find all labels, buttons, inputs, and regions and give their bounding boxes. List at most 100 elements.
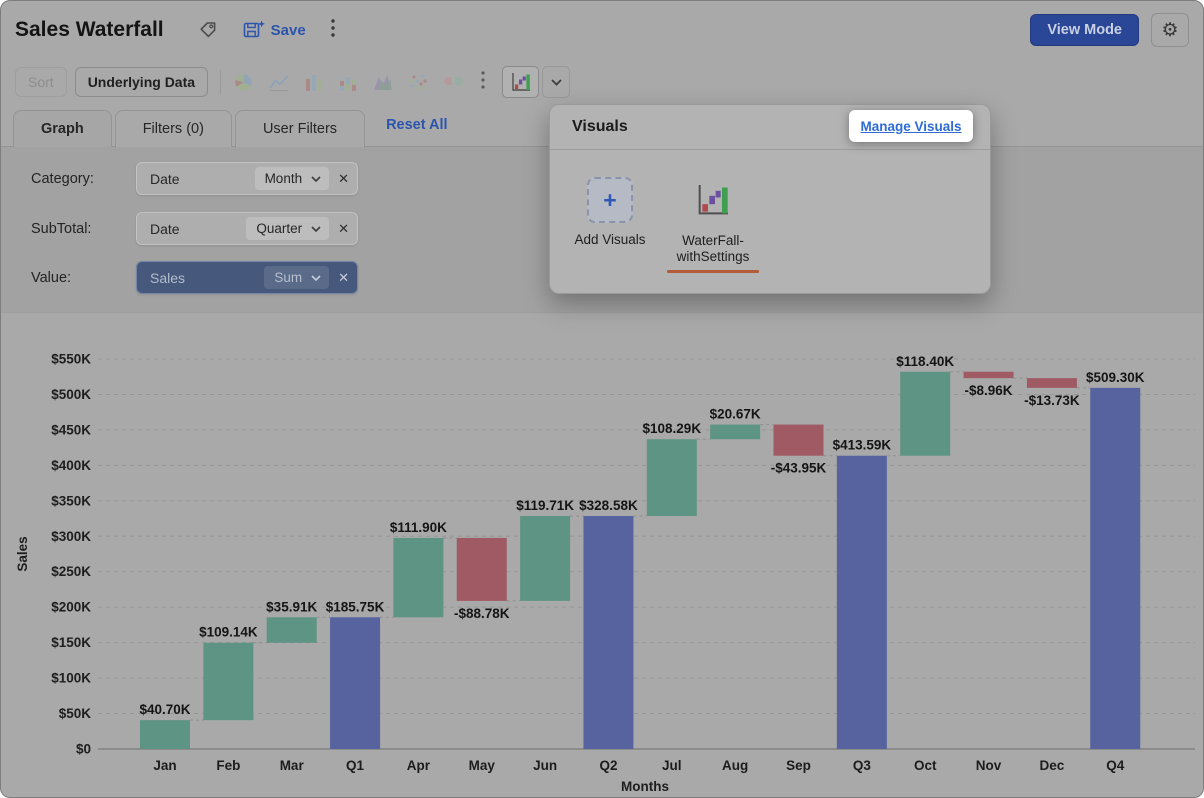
waterfall-chart-icon (511, 73, 530, 91)
x-tick-label-Nov: Nov (976, 758, 1002, 773)
bar-Oct[interactable] (900, 371, 951, 456)
data-label-Q3: $413.59K (833, 438, 892, 453)
bar-Feb[interactable] (203, 642, 254, 721)
scatter-chart-icon[interactable] (408, 72, 428, 92)
category-label: Category: (31, 170, 94, 187)
y-tick-label: $250K (51, 564, 91, 579)
manage-visuals-link[interactable]: Manage Visuals (860, 118, 962, 134)
tab-filters[interactable]: Filters (0) (114, 110, 232, 147)
value-pill[interactable]: Sales Sum ✕ (136, 261, 358, 294)
data-label-Oct: $118.40K (896, 354, 954, 369)
bar-Q1[interactable] (330, 617, 381, 749)
data-label-Mar: $35.91K (266, 599, 317, 614)
y-tick-label: $550K (51, 352, 91, 367)
x-axis-title: Months (621, 779, 669, 794)
bar-Mar[interactable] (266, 617, 317, 643)
chevron-down-icon (311, 274, 321, 281)
bar-Dec[interactable] (1026, 378, 1077, 388)
bar-Aug[interactable] (710, 424, 761, 440)
page-title: Sales Waterfall (15, 18, 164, 41)
x-tick-label-Apr: Apr (407, 758, 431, 773)
more-vertical-icon[interactable] (330, 18, 336, 43)
category-agg-value: Month (264, 171, 303, 186)
data-label-Q4: $509.30K (1086, 370, 1145, 385)
tag-icon[interactable] (198, 20, 218, 40)
chevron-down-icon (311, 175, 321, 182)
x-tick-label-Q2: Q2 (599, 758, 617, 773)
tab-user-filters[interactable]: User Filters (234, 110, 366, 147)
view-mode-button[interactable]: View Mode (1030, 14, 1139, 46)
x-tick-label-Jul: Jul (662, 758, 682, 773)
y-tick-label: $400K (51, 458, 91, 473)
data-label-May: -$88.78K (454, 606, 510, 621)
subtotal-agg-dropdown[interactable]: Quarter (246, 217, 330, 240)
data-label-Aug: $20.67K (710, 407, 761, 422)
bar-Sep[interactable] (773, 424, 824, 456)
category-pill[interactable]: Date Month ✕ (136, 162, 358, 195)
header: Sales Waterfall Save View Mode ⚙ (1, 1, 1203, 59)
value-remove-icon[interactable]: ✕ (338, 269, 349, 285)
bar-Jan[interactable] (140, 720, 190, 749)
subtotal-pill[interactable]: Date Quarter ✕ (136, 212, 358, 245)
save-label: Save (270, 21, 306, 39)
data-label-Jun: $119.71K (516, 498, 574, 513)
more-chart-types-icon[interactable] (480, 70, 486, 95)
stacked-bar-chart-icon[interactable] (338, 72, 358, 92)
gear-icon[interactable]: ⚙ (1151, 13, 1189, 47)
visuals-popup-body: + Add Visuals WaterFall- withSettings (550, 150, 990, 293)
value-label: Value: (31, 269, 72, 286)
subtotal-column: Date (150, 220, 180, 237)
y-tick-label: $350K (51, 493, 91, 508)
reset-all-link[interactable]: Reset All (386, 117, 448, 133)
x-tick-label-Q3: Q3 (853, 758, 872, 773)
toolbar: Sort Underlying Data (1, 59, 1203, 105)
subtotal-label: SubTotal: (31, 220, 92, 237)
underlying-data-button[interactable]: Underlying Data (74, 67, 209, 97)
bar-Q3[interactable] (836, 455, 887, 749)
value-agg-dropdown[interactable]: Sum (264, 266, 330, 289)
save-icon (243, 20, 265, 38)
y-tick-label: $50K (59, 706, 92, 721)
data-label-Nov: -$8.96K (965, 383, 1013, 398)
subtotal-agg-value: Quarter (256, 221, 303, 236)
bar-Jun[interactable] (520, 516, 571, 601)
x-tick-label-Oct: Oct (914, 758, 937, 773)
visuals-dropdown-button[interactable] (542, 66, 571, 98)
combination-chart-icon[interactable] (372, 72, 394, 92)
bar-May[interactable] (456, 537, 507, 601)
tab-graph[interactable]: Graph (13, 110, 112, 147)
visuals-popup-header: Visuals Manage Visuals (550, 105, 990, 150)
add-visuals-button[interactable]: + Add Visuals (555, 177, 665, 248)
bar-Apr[interactable] (393, 537, 444, 618)
waterfall-visual-icon (690, 177, 736, 223)
map-chart-icon[interactable] (442, 72, 466, 92)
waterfall-chart: $0 $50K $100K $150K $200K $250K $300K $350K $400… (15, 352, 1195, 794)
chevron-down-icon (311, 225, 321, 232)
visual-item-label-line2: withSettings (676, 249, 750, 265)
y-tick-label: $450K (51, 422, 91, 437)
x-tick-label-Dec: Dec (1040, 758, 1065, 773)
y-tick-label: $0 (76, 742, 91, 757)
pie-chart-icon[interactable] (233, 72, 254, 93)
waterfall-visual-button[interactable] (502, 66, 540, 98)
data-label-Feb: $109.14K (199, 625, 258, 640)
category-remove-icon[interactable]: ✕ (338, 170, 349, 186)
bar-Q4[interactable] (1090, 387, 1141, 749)
bar-chart-icon[interactable] (304, 72, 324, 92)
y-tick-label: $100K (51, 671, 91, 686)
plus-icon[interactable]: + (587, 177, 633, 223)
sort-button[interactable]: Sort (15, 67, 67, 97)
annotation-underline (667, 270, 759, 274)
line-chart-icon[interactable] (268, 72, 290, 92)
bar-Nov[interactable] (963, 371, 1014, 379)
x-tick-label-Sep: Sep (786, 758, 811, 773)
category-agg-dropdown[interactable]: Month (254, 167, 330, 190)
chevron-down-icon (550, 78, 562, 86)
toolbar-divider (220, 70, 222, 94)
visual-item-waterfall[interactable]: WaterFall- withSettings (658, 177, 768, 274)
subtotal-remove-icon[interactable]: ✕ (338, 220, 349, 236)
y-tick-label: $150K (51, 635, 91, 650)
save-button[interactable]: Save (242, 20, 306, 40)
bar-Q2[interactable] (583, 516, 634, 749)
bar-Jul[interactable] (646, 439, 697, 517)
